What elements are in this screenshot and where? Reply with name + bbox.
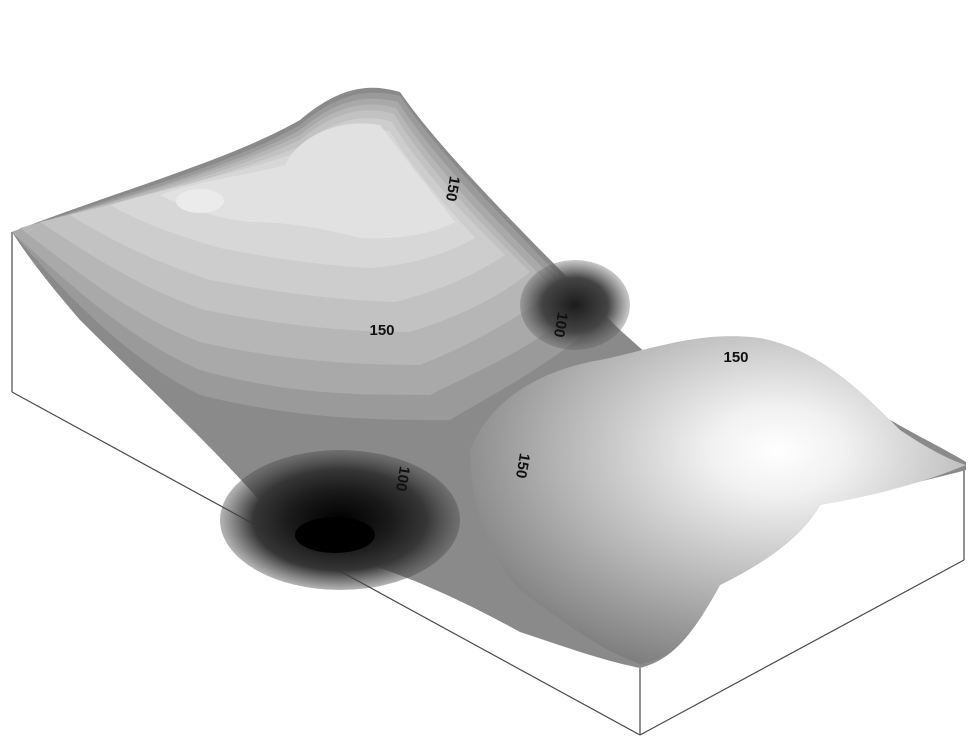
band-7 bbox=[160, 123, 455, 239]
left-summit bbox=[176, 189, 224, 213]
contour-label-ridge-channel: 100 bbox=[550, 311, 571, 339]
contour-label-hollow: 100 bbox=[392, 465, 413, 493]
frame-right-bottom bbox=[639, 559, 965, 736]
contour-label-right-flank: 150 bbox=[512, 452, 533, 480]
ridge-channel bbox=[520, 260, 630, 350]
contour-label-top-ridge: 150 bbox=[442, 175, 463, 203]
contour-label-center: 150 bbox=[369, 322, 394, 339]
terrain-surface bbox=[12, 87, 966, 668]
dark-hollow-core bbox=[295, 517, 375, 553]
right-hill bbox=[470, 336, 966, 664]
contour-labels: 150 150 100 150 100 150 bbox=[369, 175, 748, 493]
contour-label-right-summit: 150 bbox=[723, 349, 748, 366]
